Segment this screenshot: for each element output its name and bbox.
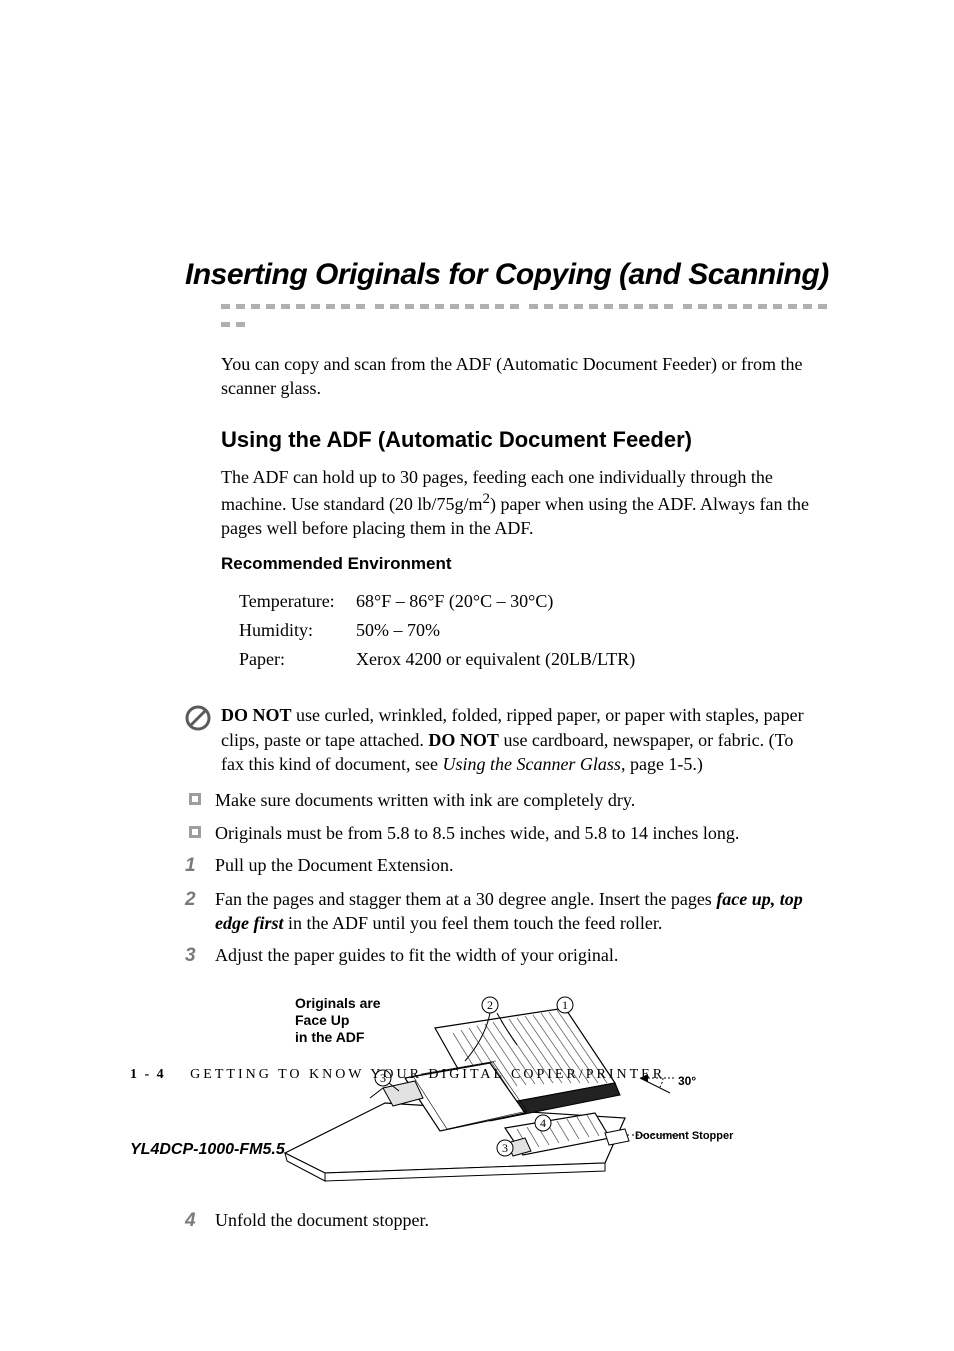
list-item: 3 Adjust the paper guides to fit the wid… — [185, 943, 825, 969]
diagram-stopper-label: Document Stopper — [635, 1130, 734, 1142]
env-label: Paper: — [239, 646, 354, 673]
table-row: Humidity: 50% – 70% — [239, 617, 649, 644]
step-number: 3 — [185, 943, 215, 969]
warn-span: , page 1-5.) — [621, 754, 703, 774]
svg-text:4: 4 — [540, 1116, 546, 1130]
warn-bold: DO NOT — [221, 705, 292, 725]
step-number: 1 — [185, 853, 215, 879]
step-text: Adjust the paper guides to fit the width… — [215, 943, 618, 967]
env-label: Humidity: — [239, 617, 354, 644]
env-heading: Recommended Environment — [221, 554, 834, 574]
warning-text: DO NOT use curled, wrinkled, folded, rip… — [221, 703, 816, 776]
step-text: Unfold the document stopper. — [215, 1208, 429, 1232]
diagram-caption-2: Face Up — [295, 1012, 349, 1028]
warning-block: DO NOT use curled, wrinkled, folded, rip… — [185, 703, 834, 776]
svg-text:30°: 30° — [678, 1074, 696, 1088]
section-heading: Using the ADF (Automatic Document Feeder… — [221, 427, 834, 453]
section-body-sup: 2 — [482, 491, 490, 507]
adf-diagram: 1 2 3 3 4 Originals are Face Up in the A… — [265, 983, 834, 1188]
bullet-list: Make sure documents written with ink are… — [189, 788, 834, 845]
step-list-cont: 4 Unfold the document stopper. — [185, 1208, 834, 1234]
svg-text:2: 2 — [487, 998, 493, 1012]
list-item: 1 Pull up the Document Extension. — [185, 853, 825, 879]
bullet-text: Originals must be from 5.8 to 8.5 inches… — [215, 821, 739, 845]
prohibit-icon — [185, 705, 215, 776]
warn-bold: DO NOT — [428, 730, 499, 750]
env-value: Xerox 4200 or equivalent (20LB/LTR) — [356, 646, 649, 673]
step-text: Fan the pages and stagger them at a 30 d… — [215, 887, 825, 936]
svg-text:3: 3 — [502, 1141, 508, 1155]
env-label: Temperature: — [239, 588, 354, 615]
page-number: 1 - 4 — [130, 1067, 166, 1082]
chapter-title: GETTING TO KNOW YOUR DIGITAL COPIER/PRIN… — [190, 1067, 665, 1082]
bullet-text: Make sure documents written with ink are… — [215, 788, 635, 812]
doc-code: YL4DCP-1000-FM5.5 — [130, 1141, 285, 1159]
step-number: 4 — [185, 1208, 215, 1234]
env-value: 50% – 70% — [356, 617, 649, 644]
env-table: Temperature: 68°F – 86°F (20°C – 30°C) H… — [237, 586, 651, 675]
diagram-caption-3: in the ADF — [295, 1029, 365, 1045]
bullet-icon — [189, 793, 201, 805]
step-list: 1 Pull up the Document Extension. 2 Fan … — [185, 853, 834, 969]
table-row: Temperature: 68°F – 86°F (20°C – 30°C) — [239, 588, 649, 615]
list-item: 4 Unfold the document stopper. — [185, 1208, 825, 1234]
list-item: Make sure documents written with ink are… — [189, 788, 819, 812]
diagram-caption-1: Originals are — [295, 995, 381, 1011]
section-body: The ADF can hold up to 30 pages, feeding… — [221, 465, 816, 541]
step-span: Fan the pages and stagger them at a 30 d… — [215, 889, 716, 909]
step-span: in the ADF until you feel them touch the… — [283, 913, 662, 933]
warn-italic: Using the Scanner Glass — [442, 754, 621, 774]
page-title: Inserting Originals for Copying (and Sca… — [185, 258, 834, 292]
intro-text: You can copy and scan from the ADF (Auto… — [221, 352, 816, 401]
title-rule — [221, 296, 834, 332]
diagram-angle: 30 — [678, 1074, 692, 1088]
table-row: Paper: Xerox 4200 or equivalent (20LB/LT… — [239, 646, 649, 673]
list-item: Originals must be from 5.8 to 8.5 inches… — [189, 821, 819, 845]
page-footer: 1 - 4 GETTING TO KNOW YOUR DIGITAL COPIE… — [130, 1067, 665, 1083]
step-number: 2 — [185, 887, 215, 913]
svg-text:1: 1 — [562, 998, 568, 1012]
env-value: 68°F – 86°F (20°C – 30°C) — [356, 588, 649, 615]
bullet-icon — [189, 826, 201, 838]
step-text: Pull up the Document Extension. — [215, 853, 453, 877]
list-item: 2 Fan the pages and stagger them at a 30… — [185, 887, 825, 936]
